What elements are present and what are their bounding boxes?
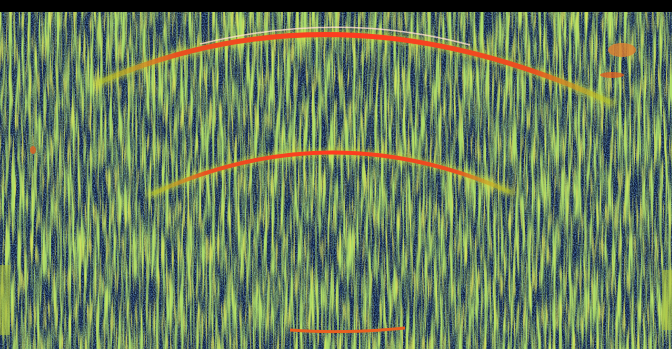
artifact [608, 43, 636, 57]
edge-artifact [662, 270, 672, 330]
oct-scan [0, 0, 672, 349]
artifact [30, 146, 36, 154]
page: (() => { const data = JSON.parse(documen… [0, 0, 672, 349]
edge-artifact [0, 265, 10, 335]
artifact [600, 72, 624, 78]
top-band [0, 0, 672, 12]
bright-streaks [0, 0, 672, 349]
